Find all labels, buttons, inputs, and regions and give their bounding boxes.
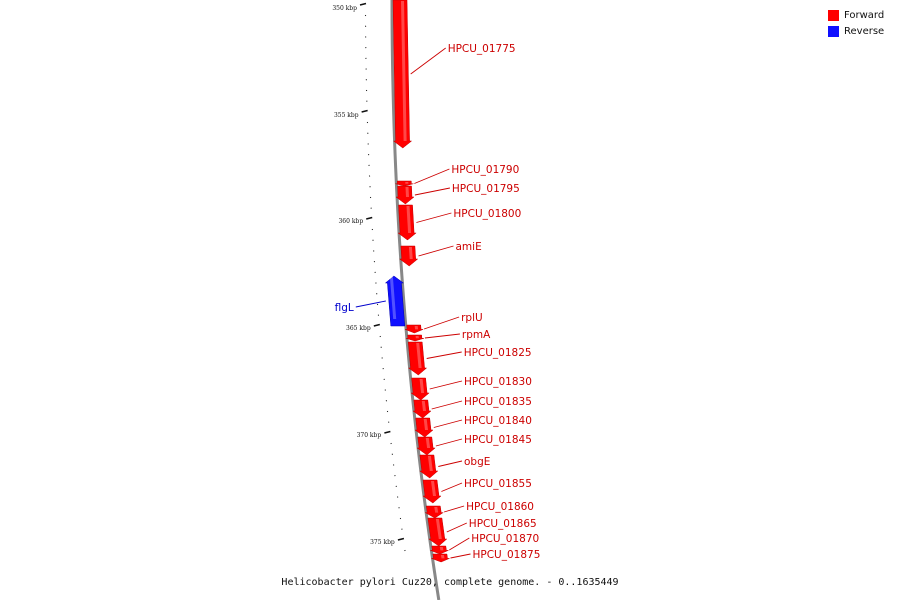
label-leader [450,553,471,559]
gene-arrow-highlight [434,507,439,513]
legend-item-reverse: Reverse [828,24,890,39]
label-leader [418,245,454,257]
legend-label-reverse: Reverse [844,26,885,37]
genome-backbone [390,0,441,600]
scale-tick-label: 375 kbp [370,539,395,546]
gene-arrow-rpma[interactable] [405,334,424,342]
scale-tick-label: 350 kbp [332,5,357,12]
major-tick [397,537,405,541]
gene-label-obge[interactable]: obgE [464,456,490,468]
label-leader [414,187,450,196]
gene-arrow-highlight [415,336,419,339]
gene-arrow-highlight [431,481,436,496]
scale-tick-label: 360 kbp [338,218,363,225]
gene-label-hpcu-01845[interactable]: HPCU_01845 [464,434,532,446]
gene-arrow-highlight [425,438,431,448]
major-tick [359,2,367,6]
gene-arrow-highlight [389,277,397,319]
gene-arrow-rplu[interactable] [405,324,424,334]
gene-arrow-hpcu-01790[interactable] [395,180,414,187]
label-leader [429,380,463,390]
gene-arrow-highlight [440,555,445,559]
gene-arrow-highlight [401,1,407,141]
label-leader [438,460,463,467]
genome-caption: Helicobacter pylori Cuz20, complete geno… [281,577,619,588]
scale-tick-label: 365 kbp [346,325,371,332]
gene-arrow-hpcu-01825[interactable] [407,341,428,376]
forward-swatch [828,10,839,21]
gene-arrow-highlight [406,206,412,233]
gene-label-hpcu-01875[interactable]: HPCU_01875 [473,549,541,561]
label-leader [423,316,460,330]
gene-arrow-highlight [416,343,422,368]
major-tick [384,430,391,434]
gene-label-hpcu-01825[interactable]: HPCU_01825 [464,347,532,359]
legend: Forward Reverse [828,8,890,40]
gene-arrow-hpcu-01775[interactable] [392,0,413,149]
major-tick [373,323,381,327]
gene-arrow-highlight [405,182,409,184]
gene-arrow-highlight [419,379,425,393]
label-leader [449,537,470,551]
gene-label-hpcu-01790[interactable]: HPCU_01790 [451,164,519,176]
gene-arrow-hpcu-01870[interactable] [430,545,449,555]
gene-arrow-hpcu-01795[interactable] [395,185,415,205]
gene-label-hpcu-01830[interactable]: HPCU_01830 [464,376,532,388]
gene-arrow-highlight [408,247,413,259]
gene-arrow-obge[interactable] [419,454,439,479]
gene-label-hpcu-01775[interactable]: HPCU_01775 [448,43,516,55]
major-tick [366,216,373,220]
gene-arrow-hpcu-01830[interactable] [410,377,430,401]
gene-arrow-hpcu-01840[interactable] [414,417,434,438]
gene-arrow-highlight [405,187,409,197]
gene-arrow-highlight [421,401,426,411]
gene-arrow-highlight [435,519,442,539]
gene-arrow-highlight [423,419,428,430]
legend-label-forward: Forward [844,10,885,21]
gene-label-amie[interactable]: amiE [456,241,482,253]
gene-arrow-hpcu-01865[interactable] [427,517,448,547]
gene-label-hpcu-01840[interactable]: HPCU_01840 [464,415,532,427]
label-leader [446,522,467,533]
gene-label-rpma[interactable]: rpmA [462,329,491,341]
label-leader [433,419,463,428]
gene-label-hpcu-01855[interactable]: HPCU_01855 [464,478,532,490]
gene-arrow-highlight [439,547,444,551]
gene-label-flgl[interactable]: flgL [335,302,354,314]
scale-tick-label: 355 kbp [334,112,359,119]
scale-tick-label: 370 kbp [357,432,382,439]
gene-arrow-highlight [414,326,419,330]
label-leader [355,300,386,308]
major-tick [361,109,368,113]
gene-label-hpcu-01835[interactable]: HPCU_01835 [464,396,532,408]
gene-arrow-hpcu-01845[interactable] [416,436,436,456]
reverse-swatch [828,26,839,37]
label-leader [431,400,463,410]
gene-arrow-hpcu-01860[interactable] [424,505,445,519]
label-leader [424,333,460,339]
gene-label-hpcu-01795[interactable]: HPCU_01795 [452,183,520,195]
gene-arrow-hpcu-01800[interactable] [397,204,417,241]
legend-item-forward: Forward [828,8,890,23]
gene-arrow-hpcu-01835[interactable] [412,399,432,419]
gene-arrow-flgl[interactable] [384,275,406,327]
label-leader [426,351,462,359]
gene-label-hpcu-01800[interactable]: HPCU_01800 [453,208,521,220]
gene-label-hpcu-01860[interactable]: HPCU_01860 [466,501,534,513]
label-leader [416,212,452,223]
gene-label-hpcu-01870[interactable]: HPCU_01870 [471,533,539,545]
label-leader [443,505,465,513]
gene-arrow-hpcu-01875[interactable] [431,553,450,563]
gene-arrow-highlight [427,456,433,471]
gene-label-rplu[interactable]: rplU [461,312,483,324]
gene-arrow-amie[interactable] [398,245,419,267]
label-leader [410,47,446,75]
gene-label-hpcu-01865[interactable]: HPCU_01865 [469,518,537,530]
label-leader [441,482,463,492]
label-leader [435,438,463,447]
gene-arrow-hpcu-01855[interactable] [422,479,442,504]
label-leader [414,168,450,184]
